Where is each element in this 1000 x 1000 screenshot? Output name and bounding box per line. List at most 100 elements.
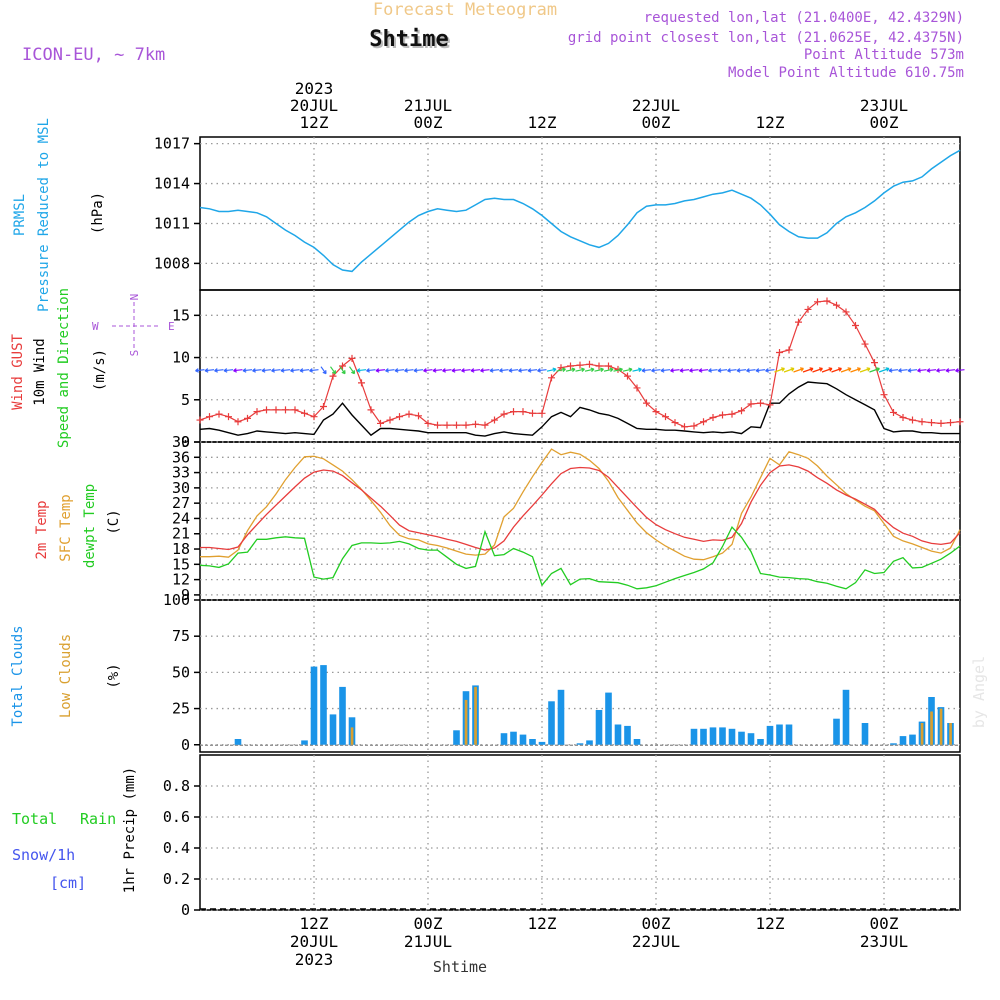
- wind-gust-marker: [709, 414, 717, 422]
- total-cloud-bar: [329, 714, 337, 745]
- wind-direction-arrow: [309, 368, 319, 373]
- temp-tick-label: 27: [172, 494, 190, 512]
- wind-unit: (m/s): [92, 349, 108, 391]
- pressure-panel-labels: PRMSL Pressure Reduced to MSL (hPa): [12, 118, 106, 312]
- wind-gust-marker: [225, 413, 232, 421]
- wind-gust-marker: [700, 418, 707, 426]
- wind-direction-arrow: [945, 368, 956, 373]
- wind-direction-arrow: [859, 367, 871, 373]
- top-time-label: 21JUL: [404, 96, 452, 115]
- wind-gust-marker: [690, 422, 698, 430]
- wind-gust-marker: [339, 362, 346, 370]
- temp-tick-label: 21: [172, 525, 190, 543]
- precip-label-total: Total: [12, 810, 57, 828]
- temp-label-sfc: SFC Temp: [58, 494, 74, 561]
- wind-gust-marker: [795, 318, 802, 326]
- total-cloud-bar: [747, 733, 755, 745]
- bottom-time-label: 2023: [295, 950, 334, 969]
- wind-direction-arrow: [689, 368, 699, 373]
- footer-location: Shtime: [433, 958, 487, 976]
- clouds-tick-label: 0: [181, 736, 190, 754]
- wind-direction-arrow: [556, 367, 566, 373]
- wind-direction-arrow: [613, 367, 623, 373]
- wind-direction-arrow: [898, 368, 908, 373]
- wind-direction-arrow: [508, 368, 519, 373]
- pressure-tick-label: 1017: [154, 135, 190, 153]
- wind-direction-arrow: [831, 367, 842, 373]
- wind-gust-marker: [500, 410, 508, 418]
- total-cloud-bar: [614, 724, 622, 745]
- bottom-time-label: 21JUL: [404, 932, 452, 951]
- wind-direction-arrow: [537, 368, 547, 373]
- wind-direction-arrow: [783, 367, 795, 373]
- wind-direction-arrow: [907, 368, 918, 373]
- wind-tick-label: 15: [172, 306, 190, 324]
- wind-direction-arrow: [679, 368, 690, 373]
- wind-direction-arrow: [385, 368, 395, 373]
- wind-gust-marker: [567, 362, 574, 370]
- bottom-time-label: 23JUL: [860, 932, 908, 951]
- wind-gust-marker: [643, 399, 650, 407]
- wind-direction-arrow: [518, 368, 528, 373]
- grid-lines: [200, 137, 960, 911]
- wind-gust-marker: [766, 401, 774, 409]
- wind-direction-arrow: [280, 368, 291, 373]
- bottom-time-label: 12Z: [756, 914, 785, 933]
- temp-tick-label: 39: [172, 433, 190, 451]
- wind-direction-arrow: [413, 368, 424, 373]
- wind-direction-arrow: [242, 368, 253, 373]
- wind-gust-marker: [215, 410, 223, 418]
- wind-gust-marker: [548, 374, 555, 382]
- wind-gust-marker: [652, 408, 660, 416]
- wind-gust-marker: [671, 419, 679, 427]
- clouds-unit: (%): [106, 663, 122, 688]
- wind-gust-marker: [263, 406, 270, 414]
- data-marks: [195, 149, 965, 746]
- wind-gust-marker: [538, 409, 546, 417]
- wind-gust-marker: [301, 409, 308, 417]
- wind-gust-marker: [728, 410, 736, 418]
- temp-tick-label: 15: [172, 555, 190, 573]
- wind-gust-marker: [956, 418, 964, 426]
- wind-gust-marker: [785, 346, 793, 354]
- wind-direction-arrow: [499, 368, 509, 373]
- wind-direction-arrow: [812, 367, 823, 373]
- wind-direction-arrow: [394, 368, 405, 373]
- compass-west: W: [92, 320, 99, 333]
- wind-direction-arrow: [651, 368, 661, 373]
- wind-gust-marker: [890, 408, 897, 416]
- wind-direction-arrow: [423, 368, 433, 373]
- wind-direction-arrow: [888, 368, 899, 373]
- wind-gust-marker: [937, 419, 945, 427]
- temp-label-dewpt: dewpt Temp: [82, 484, 98, 568]
- wind-label-gust: Wind GUST: [10, 334, 26, 410]
- wind-direction-arrow: [261, 368, 272, 373]
- wind-direction-arrow: [489, 368, 500, 373]
- top-time-label: 12Z: [528, 113, 557, 132]
- wind-gust-marker: [196, 416, 204, 424]
- clouds-label-total: Total Clouds: [10, 625, 26, 726]
- bottom-time-label: 12Z: [300, 914, 329, 933]
- wind-direction-arrow: [252, 368, 262, 373]
- total-cloud-bar: [500, 733, 508, 745]
- sfc-temp-line: [200, 448, 961, 561]
- wind-gust-marker: [282, 406, 289, 414]
- top-time-label: 20JUL: [290, 96, 338, 115]
- total-cloud-bar: [709, 727, 717, 745]
- low-cloud-bar: [920, 723, 924, 745]
- wind-gust-marker: [947, 419, 954, 427]
- wind-direction-arrow: [451, 368, 462, 373]
- total-cloud-bar: [842, 689, 850, 745]
- wind-direction-arrow: [869, 367, 880, 373]
- wind-gust-marker: [852, 321, 859, 329]
- low-cloud-bar: [930, 711, 933, 745]
- precip-tick-label: 0.8: [163, 777, 190, 795]
- wind-label-10m: 10m Wind: [32, 338, 48, 405]
- wind-gust-marker: [367, 406, 375, 414]
- wind-direction-arrow: [356, 368, 367, 373]
- total-cloud-bar: [586, 740, 593, 745]
- wind-direction-arrow: [821, 367, 833, 373]
- temp-tick-label: 18: [172, 540, 190, 558]
- wind-direction-arrow: [214, 368, 224, 373]
- wind-direction-arrow: [850, 367, 861, 373]
